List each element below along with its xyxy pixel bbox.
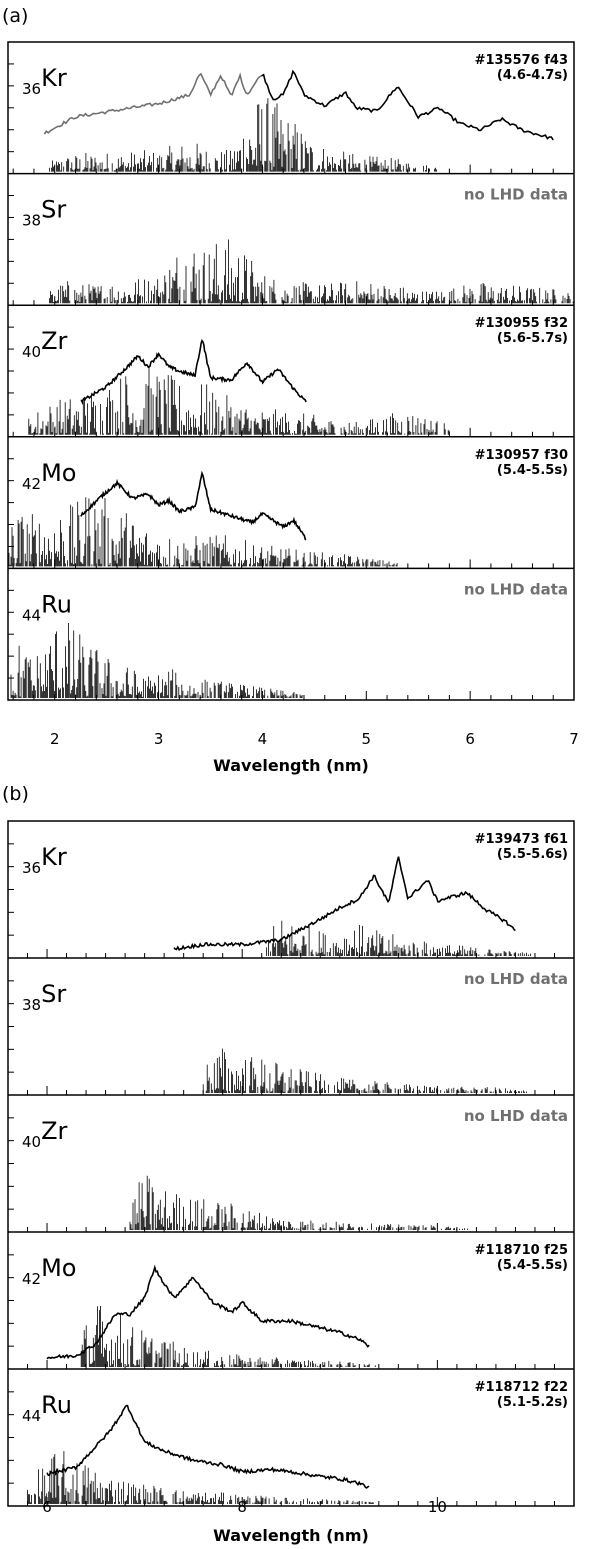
x-tick-label: 4	[258, 730, 268, 748]
atomic-number: 40	[22, 1133, 41, 1151]
x-tick-label: 5	[362, 730, 372, 748]
panel-label: (b)	[2, 783, 29, 805]
time-window: (5.4-5.5s)	[497, 463, 568, 478]
element-symbol: Kr	[41, 64, 67, 92]
element-label: 40Zr	[22, 1117, 68, 1151]
shot-number: #118712 f22	[475, 1380, 568, 1395]
element-symbol: Sr	[41, 196, 66, 224]
element-label: 38Sr	[22, 196, 66, 230]
shot-number: #130955 f32	[475, 316, 568, 331]
atomic-number: 42	[22, 475, 41, 493]
no-data-note: no LHD data	[464, 186, 568, 204]
x-tick-label: 3	[154, 730, 164, 748]
measured-spectrum	[46, 1264, 370, 1360]
time-window: (5.6-5.7s)	[497, 331, 568, 346]
element-label: 44Ru	[22, 1391, 72, 1425]
plot-frame	[7, 820, 575, 1507]
calculated-spectrum	[80, 1306, 376, 1367]
spectrum-row-ru: 44Ru no LHD data	[7, 567, 574, 700]
shot-number: #118710 f25	[475, 1243, 568, 1258]
element-symbol: Ru	[41, 590, 72, 618]
measured-spectrum	[173, 856, 516, 952]
measured-spectrum	[46, 1404, 370, 1489]
calculated-spectrum	[27, 1451, 374, 1504]
spectrum-row-kr: 36Kr #139473 f61(5.5-5.6s)	[7, 832, 575, 958]
spectrum-row-mo: 42Mo #118710 f25(5.4-5.5s)	[7, 1231, 575, 1369]
element-label: 36Kr	[22, 843, 67, 877]
atomic-number: 38	[22, 996, 41, 1014]
element-symbol: Mo	[41, 459, 76, 487]
spectrum-row-kr: 36Kr #135576 f43(4.6-4.7s)	[8, 53, 568, 174]
element-label: 40Zr	[22, 327, 68, 361]
calculated-spectrum	[49, 98, 437, 172]
atomic-number: 42	[22, 1270, 41, 1288]
x-tick-label: 10	[428, 1498, 447, 1516]
x-tick-label: 6	[42, 1498, 52, 1516]
panel-label: (a)	[2, 5, 28, 27]
x-tick-label: 6	[465, 730, 475, 748]
spectrum-row-zr: 40Zr no LHD data	[7, 1094, 575, 1232]
element-symbol: Mo	[41, 1254, 76, 1282]
spectrum-row-zr: 40Zr #130955 f32(5.6-5.7s)	[8, 304, 574, 437]
element-symbol: Zr	[41, 1117, 67, 1145]
chart-panel-b: (b) 36Kr #139473 f61(5.5-5.6s) 38Sr no LHD d…	[2, 783, 575, 1545]
x-axis-title: Wavelength (nm)	[213, 756, 369, 775]
element-symbol: Ru	[41, 1391, 72, 1419]
atomic-number: 44	[22, 1407, 41, 1425]
element-label: 44Ru	[22, 590, 72, 624]
calculated-spectrum	[28, 366, 450, 435]
element-symbol: Kr	[41, 843, 67, 871]
atomic-number: 40	[22, 343, 41, 361]
element-label: 36Kr	[22, 64, 67, 98]
spectrum-row-sr: 38Sr no LHD data	[8, 172, 574, 306]
measured-spectrum	[80, 470, 307, 541]
calculated-spectrum	[7, 623, 303, 698]
spectrum-row-ru: 44Ru #118712 f22(5.1-5.2s)	[7, 1368, 575, 1506]
time-window: (5.4-5.5s)	[497, 1258, 568, 1273]
element-label: 38Sr	[22, 980, 66, 1014]
time-window: (4.6-4.7s)	[497, 68, 568, 83]
measured-spectrum	[80, 339, 307, 405]
atomic-number: 38	[22, 212, 41, 230]
no-data-note: no LHD data	[464, 1107, 568, 1125]
atomic-number: 36	[22, 859, 41, 877]
x-tick-label: 2	[50, 730, 60, 748]
no-data-note: no LHD data	[464, 580, 568, 598]
x-axis-title: Wavelength (nm)	[213, 1526, 369, 1545]
calculated-spectrum	[7, 497, 398, 567]
calculated-spectrum	[266, 920, 531, 956]
spectrum-row-mo: 42Mo #130957 f30(5.4-5.5s)	[7, 436, 574, 569]
calculated-spectrum	[202, 1048, 527, 1093]
shot-number: #130957 f30	[475, 448, 568, 463]
time-window: (5.1-5.2s)	[497, 1395, 568, 1410]
calculated-spectrum	[129, 1175, 468, 1230]
atomic-number: 36	[22, 80, 41, 98]
element-label: 42Mo	[22, 1254, 76, 1288]
time-window: (5.5-5.6s)	[497, 847, 568, 862]
x-tick-label: 7	[569, 730, 579, 748]
plot-frame	[7, 41, 575, 701]
calculated-spectrum	[49, 239, 574, 304]
shot-number: #139473 f61	[475, 832, 568, 847]
measured-spectrum-gray	[43, 72, 262, 135]
spectrum-row-sr: 38Sr no LHD data	[7, 957, 575, 1095]
measured-spectrum	[261, 69, 554, 141]
element-symbol: Zr	[41, 327, 67, 355]
x-tick-label: 8	[237, 1498, 247, 1516]
element-symbol: Sr	[41, 980, 66, 1008]
atomic-number: 44	[22, 606, 41, 624]
element-label: 42Mo	[22, 459, 76, 493]
shot-number: #135576 f43	[475, 53, 568, 68]
no-data-note: no LHD data	[464, 970, 568, 988]
